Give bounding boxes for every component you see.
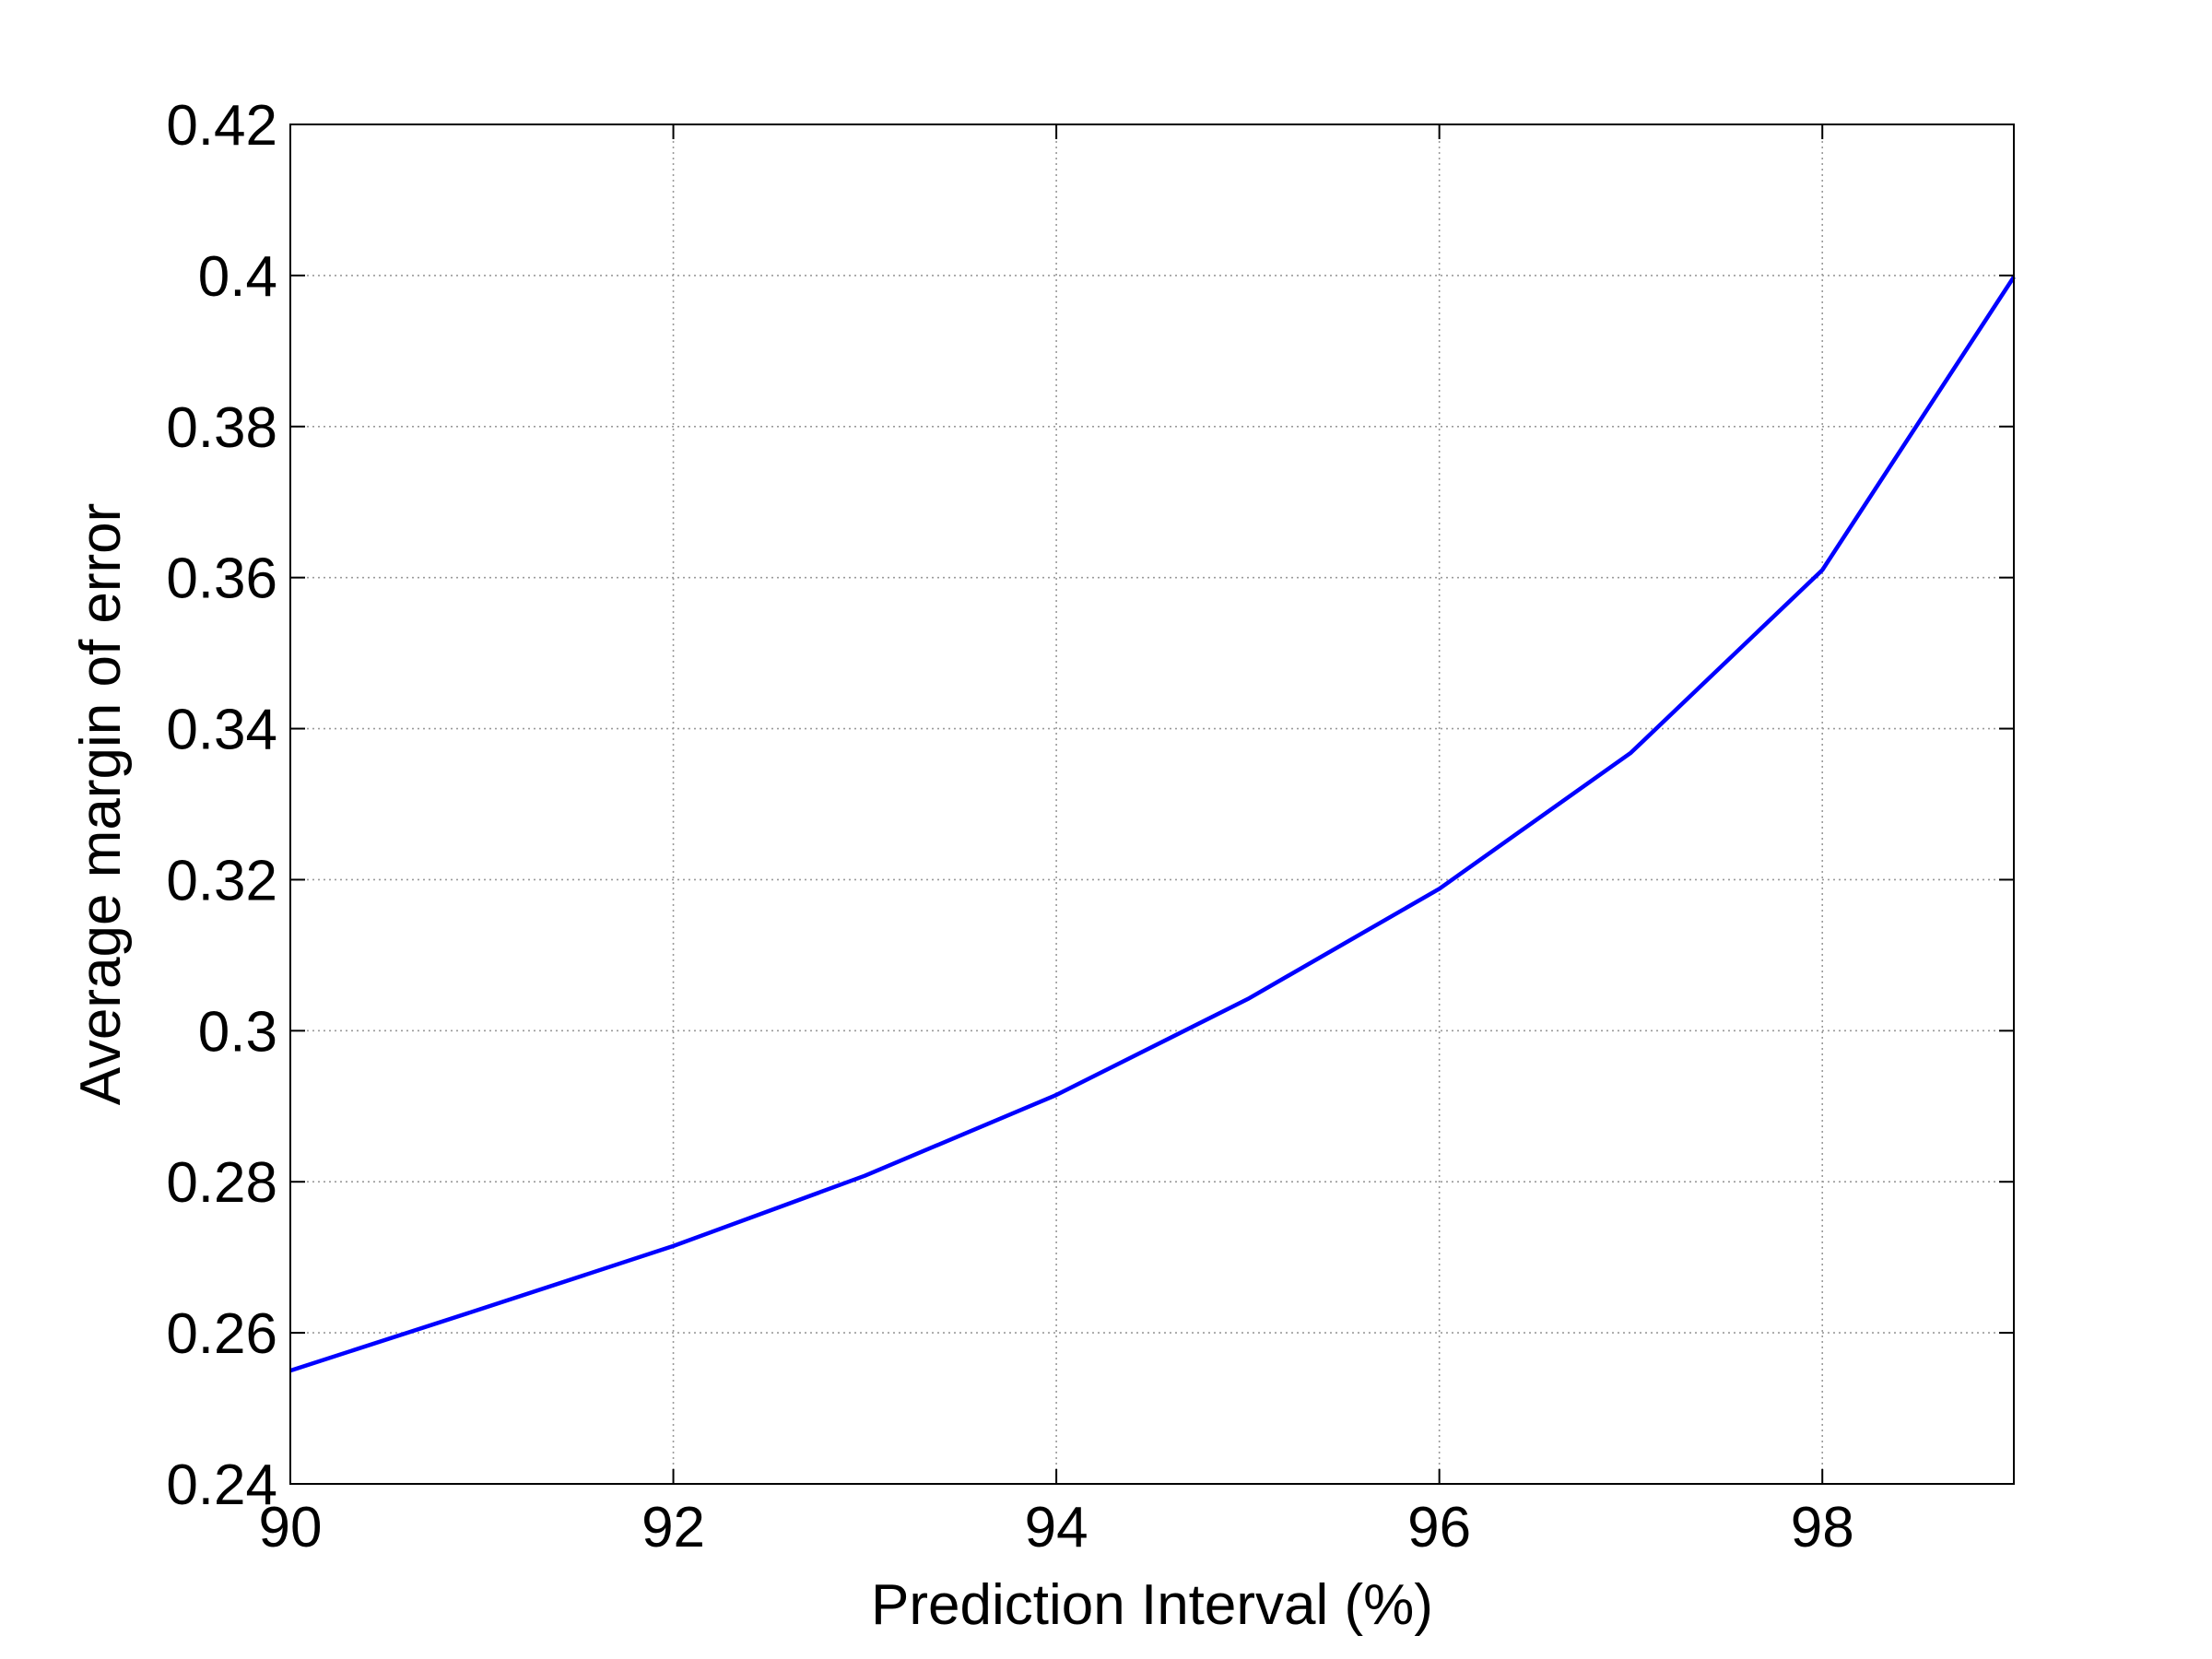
y-tick-label: 0.32 xyxy=(166,849,277,912)
y-tick-label: 0.4 xyxy=(198,245,277,309)
y-axis-label: Average margin of error xyxy=(69,503,133,1106)
x-tick-label: 98 xyxy=(1791,1496,1854,1559)
plot-frame xyxy=(289,124,2015,1485)
y-tick-label: 0.42 xyxy=(166,94,277,158)
x-tick-label: 94 xyxy=(1025,1496,1088,1559)
axes xyxy=(289,124,2015,1485)
x-tick-label: 96 xyxy=(1407,1496,1471,1559)
y-tick-label: 0.38 xyxy=(166,396,277,460)
series-layer xyxy=(289,276,2016,1373)
x-axis-label: Prediction Interval (%) xyxy=(871,1573,1433,1637)
series-line xyxy=(289,276,2016,1373)
y-tick-label: 0.26 xyxy=(166,1302,277,1366)
x-tick-label: 92 xyxy=(641,1496,705,1559)
y-tick-label: 0.3 xyxy=(198,1000,277,1064)
x-tick-label: 90 xyxy=(259,1496,323,1559)
y-tick-label: 0.36 xyxy=(166,547,277,611)
y-tick-label: 0.34 xyxy=(166,699,277,762)
y-tick-label: 0.28 xyxy=(166,1151,277,1215)
tick-labels: 90 92 94 96 98 0.24 0.26 0.28 0.3 0.32 0.34 0.36 0.3… xyxy=(166,94,1853,1559)
y-tick-label: 0.24 xyxy=(166,1453,277,1517)
